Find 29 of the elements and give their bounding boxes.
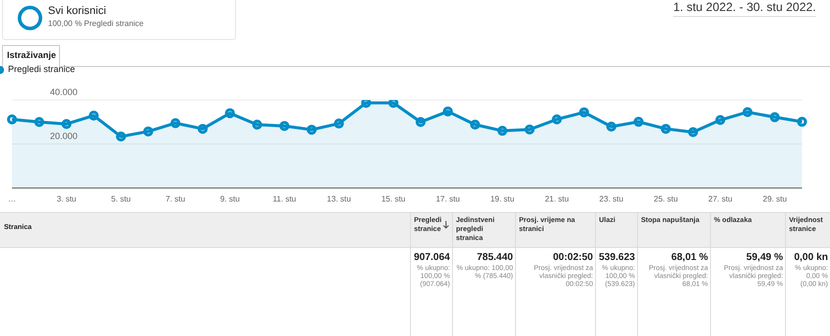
x-tick-label: 29. stu xyxy=(762,194,787,204)
text: 1. stu 2022. - 30. stu 2022. xyxy=(673,0,816,17)
x-tick-label: 13. stu xyxy=(326,194,351,204)
x-tick-label: 9. stu xyxy=(220,194,240,204)
x-tick-label: 11. stu xyxy=(272,194,296,204)
y-tick-label: 40.000 xyxy=(50,87,78,97)
x-tick-label: 15. stu xyxy=(381,194,406,204)
text: 68,01 % xyxy=(671,252,708,263)
text: 100,00 % Pregledi stranice xyxy=(48,19,144,28)
text: 539.623 xyxy=(598,252,635,263)
x-tick-label: 25. stu xyxy=(654,194,678,204)
x-tick-label: 7. stu xyxy=(166,194,186,204)
x-tick-label: … xyxy=(8,194,16,204)
y-tick-label: 20.000 xyxy=(50,131,78,141)
text: Istraživanje xyxy=(7,50,56,60)
text: 785.440 xyxy=(476,252,513,263)
text: 00:02:50 xyxy=(552,252,593,263)
text: Svi korisnici xyxy=(48,5,106,17)
text: 59,49 % xyxy=(746,252,783,263)
x-tick-label: 5. stu xyxy=(111,194,131,204)
x-tick-label: 27. stu xyxy=(708,194,732,204)
x-tick-label: 3. stu xyxy=(56,194,76,204)
text: 907.064 xyxy=(414,252,450,263)
x-tick-label: 17. stu xyxy=(436,194,460,204)
text: 0,00 kn xyxy=(794,252,828,263)
x-tick-label: 21. stu xyxy=(544,194,569,204)
legend-label: Pregledi stranice xyxy=(8,64,76,74)
x-tick-label: 19. stu xyxy=(490,194,514,204)
x-tick-label: 23. stu xyxy=(599,194,624,204)
